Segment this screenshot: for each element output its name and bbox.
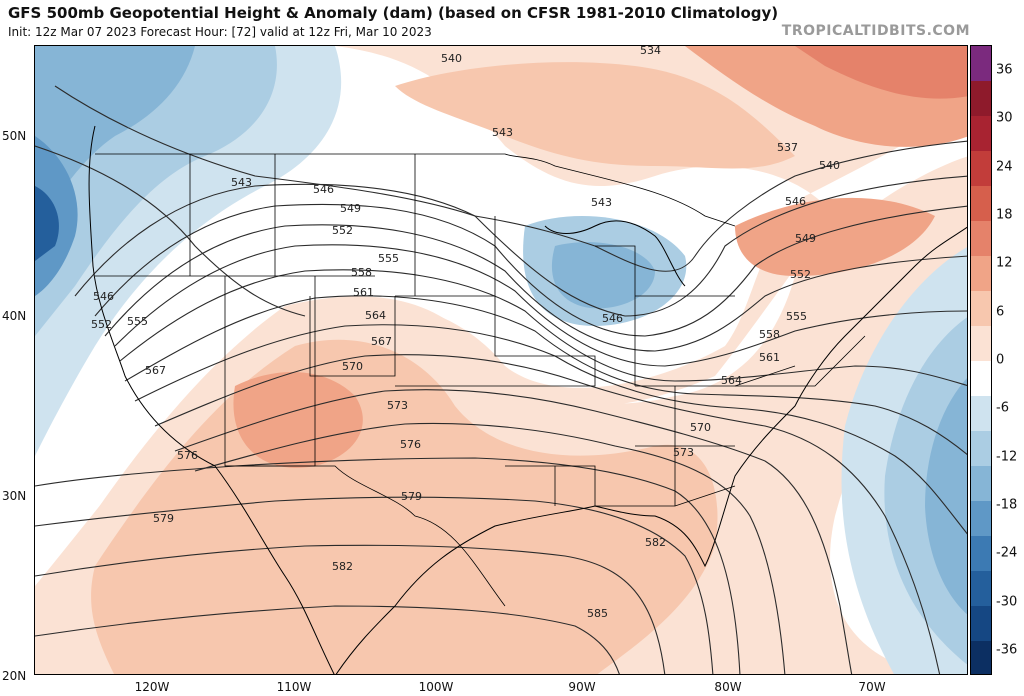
colorbar-swatch bbox=[971, 116, 991, 151]
contour-label: 582 bbox=[645, 536, 666, 549]
colorbar-tick: 24 bbox=[996, 159, 1013, 175]
contour-label: 546 bbox=[602, 312, 623, 325]
contour-label: 549 bbox=[795, 232, 816, 245]
contour-label: 564 bbox=[365, 309, 386, 322]
lon-label-120w: 120W bbox=[134, 680, 170, 694]
colorbar-swatch bbox=[971, 571, 991, 606]
map-svg: 534 537 540 540 543 543 543 546 546 546 … bbox=[35, 46, 967, 674]
brand-watermark: TROPICALTIDBITS.COM bbox=[781, 23, 970, 39]
contour-label: 561 bbox=[353, 286, 374, 299]
colorbar-swatch bbox=[971, 501, 991, 536]
chart-title: GFS 500mb Geopotential Height & Anomaly … bbox=[8, 4, 779, 22]
lon-label-90w: 90W bbox=[568, 680, 596, 694]
contour-label: 534 bbox=[640, 46, 661, 57]
colorbar-tick: 36 bbox=[996, 62, 1013, 78]
contour-label: 573 bbox=[387, 399, 408, 412]
lon-label-70w: 70W bbox=[858, 680, 886, 694]
contour-label: 543 bbox=[231, 176, 252, 189]
colorbar-swatch bbox=[971, 256, 991, 291]
contour-label: 549 bbox=[340, 202, 361, 215]
lon-label-110w: 110W bbox=[276, 680, 312, 694]
colorbar-swatch bbox=[971, 536, 991, 571]
colorbar-tick: -18 bbox=[996, 497, 1018, 513]
colorbar-swatch bbox=[971, 291, 991, 326]
lon-label-80w: 80W bbox=[714, 680, 742, 694]
lon-label-100w: 100W bbox=[418, 680, 454, 694]
contour-label: 543 bbox=[492, 126, 513, 139]
colorbar-swatch bbox=[971, 466, 991, 501]
contour-label: 555 bbox=[127, 315, 148, 328]
contour-label: 540 bbox=[819, 159, 840, 172]
colorbar-swatch bbox=[971, 46, 991, 81]
lat-label-20n: 20N bbox=[2, 669, 27, 683]
chart-subtitle: Init: 12z Mar 07 2023 Forecast Hour: [72… bbox=[8, 25, 432, 39]
contour-label: 552 bbox=[332, 224, 353, 237]
contour-labels: 534 537 540 540 543 543 543 546 546 546 … bbox=[91, 46, 840, 620]
contour-label: 555 bbox=[786, 310, 807, 323]
contour-label: 558 bbox=[351, 266, 372, 279]
contour-label: 552 bbox=[790, 268, 811, 281]
contour-label: 558 bbox=[759, 328, 780, 341]
colorbar-tick: -36 bbox=[996, 642, 1018, 658]
contour-label: 570 bbox=[690, 421, 711, 434]
colorbar-tick: 18 bbox=[996, 207, 1013, 223]
contour-label: 546 bbox=[785, 195, 806, 208]
colorbar-swatch bbox=[971, 151, 991, 186]
contour-label: 552 bbox=[91, 318, 112, 331]
contour-label: 546 bbox=[93, 290, 114, 303]
colorbar-swatch bbox=[971, 641, 991, 674]
contour-label: 540 bbox=[441, 52, 462, 65]
contour-label: 573 bbox=[673, 446, 694, 459]
colorbar-swatch bbox=[971, 396, 991, 431]
colorbar-tick: 30 bbox=[996, 110, 1013, 126]
map-panel: 534 537 540 540 543 543 543 546 546 546 … bbox=[34, 45, 968, 675]
contour-label: 555 bbox=[378, 252, 399, 265]
contour-label: 567 bbox=[145, 364, 166, 377]
contour-label: 576 bbox=[177, 449, 198, 462]
colorbar-tick: 0 bbox=[996, 352, 1005, 368]
colorbar-swatch bbox=[971, 186, 991, 221]
colorbar-swatch bbox=[971, 361, 991, 396]
colorbar-swatch bbox=[971, 606, 991, 641]
contour-label: 579 bbox=[153, 512, 174, 525]
contour-label: 564 bbox=[721, 374, 742, 387]
colorbar-tick: -30 bbox=[996, 594, 1018, 610]
contour-label: 582 bbox=[332, 560, 353, 573]
contour-label: 579 bbox=[401, 490, 422, 503]
colorbar bbox=[970, 45, 992, 675]
colorbar-tick: 12 bbox=[996, 255, 1013, 271]
colorbar-tick: -6 bbox=[996, 400, 1009, 416]
contour-label: 585 bbox=[587, 607, 608, 620]
contour-label: 546 bbox=[313, 183, 334, 196]
lat-label-40n: 40N bbox=[2, 309, 27, 323]
contour-label: 561 bbox=[759, 351, 780, 364]
contour-label: 537 bbox=[777, 141, 798, 154]
height-contours bbox=[35, 85, 967, 674]
colorbar-tick: -12 bbox=[996, 449, 1018, 465]
coastlines bbox=[88, 125, 967, 674]
lat-label-50n: 50N bbox=[2, 129, 27, 143]
contour-label: 576 bbox=[400, 438, 421, 451]
contour-label: 567 bbox=[371, 335, 392, 348]
colorbar-swatch bbox=[971, 221, 991, 256]
colorbar-tick: 6 bbox=[996, 304, 1005, 320]
colorbar-swatch bbox=[971, 326, 991, 361]
contour-label: 543 bbox=[591, 196, 612, 209]
political-borders bbox=[95, 153, 866, 607]
contour-label: 570 bbox=[342, 360, 363, 373]
negative-anomaly-shading bbox=[35, 46, 967, 674]
colorbar-swatch bbox=[971, 431, 991, 466]
lat-label-30n: 30N bbox=[2, 489, 27, 503]
colorbar-swatch bbox=[971, 81, 991, 116]
colorbar-tick: -24 bbox=[996, 545, 1018, 561]
